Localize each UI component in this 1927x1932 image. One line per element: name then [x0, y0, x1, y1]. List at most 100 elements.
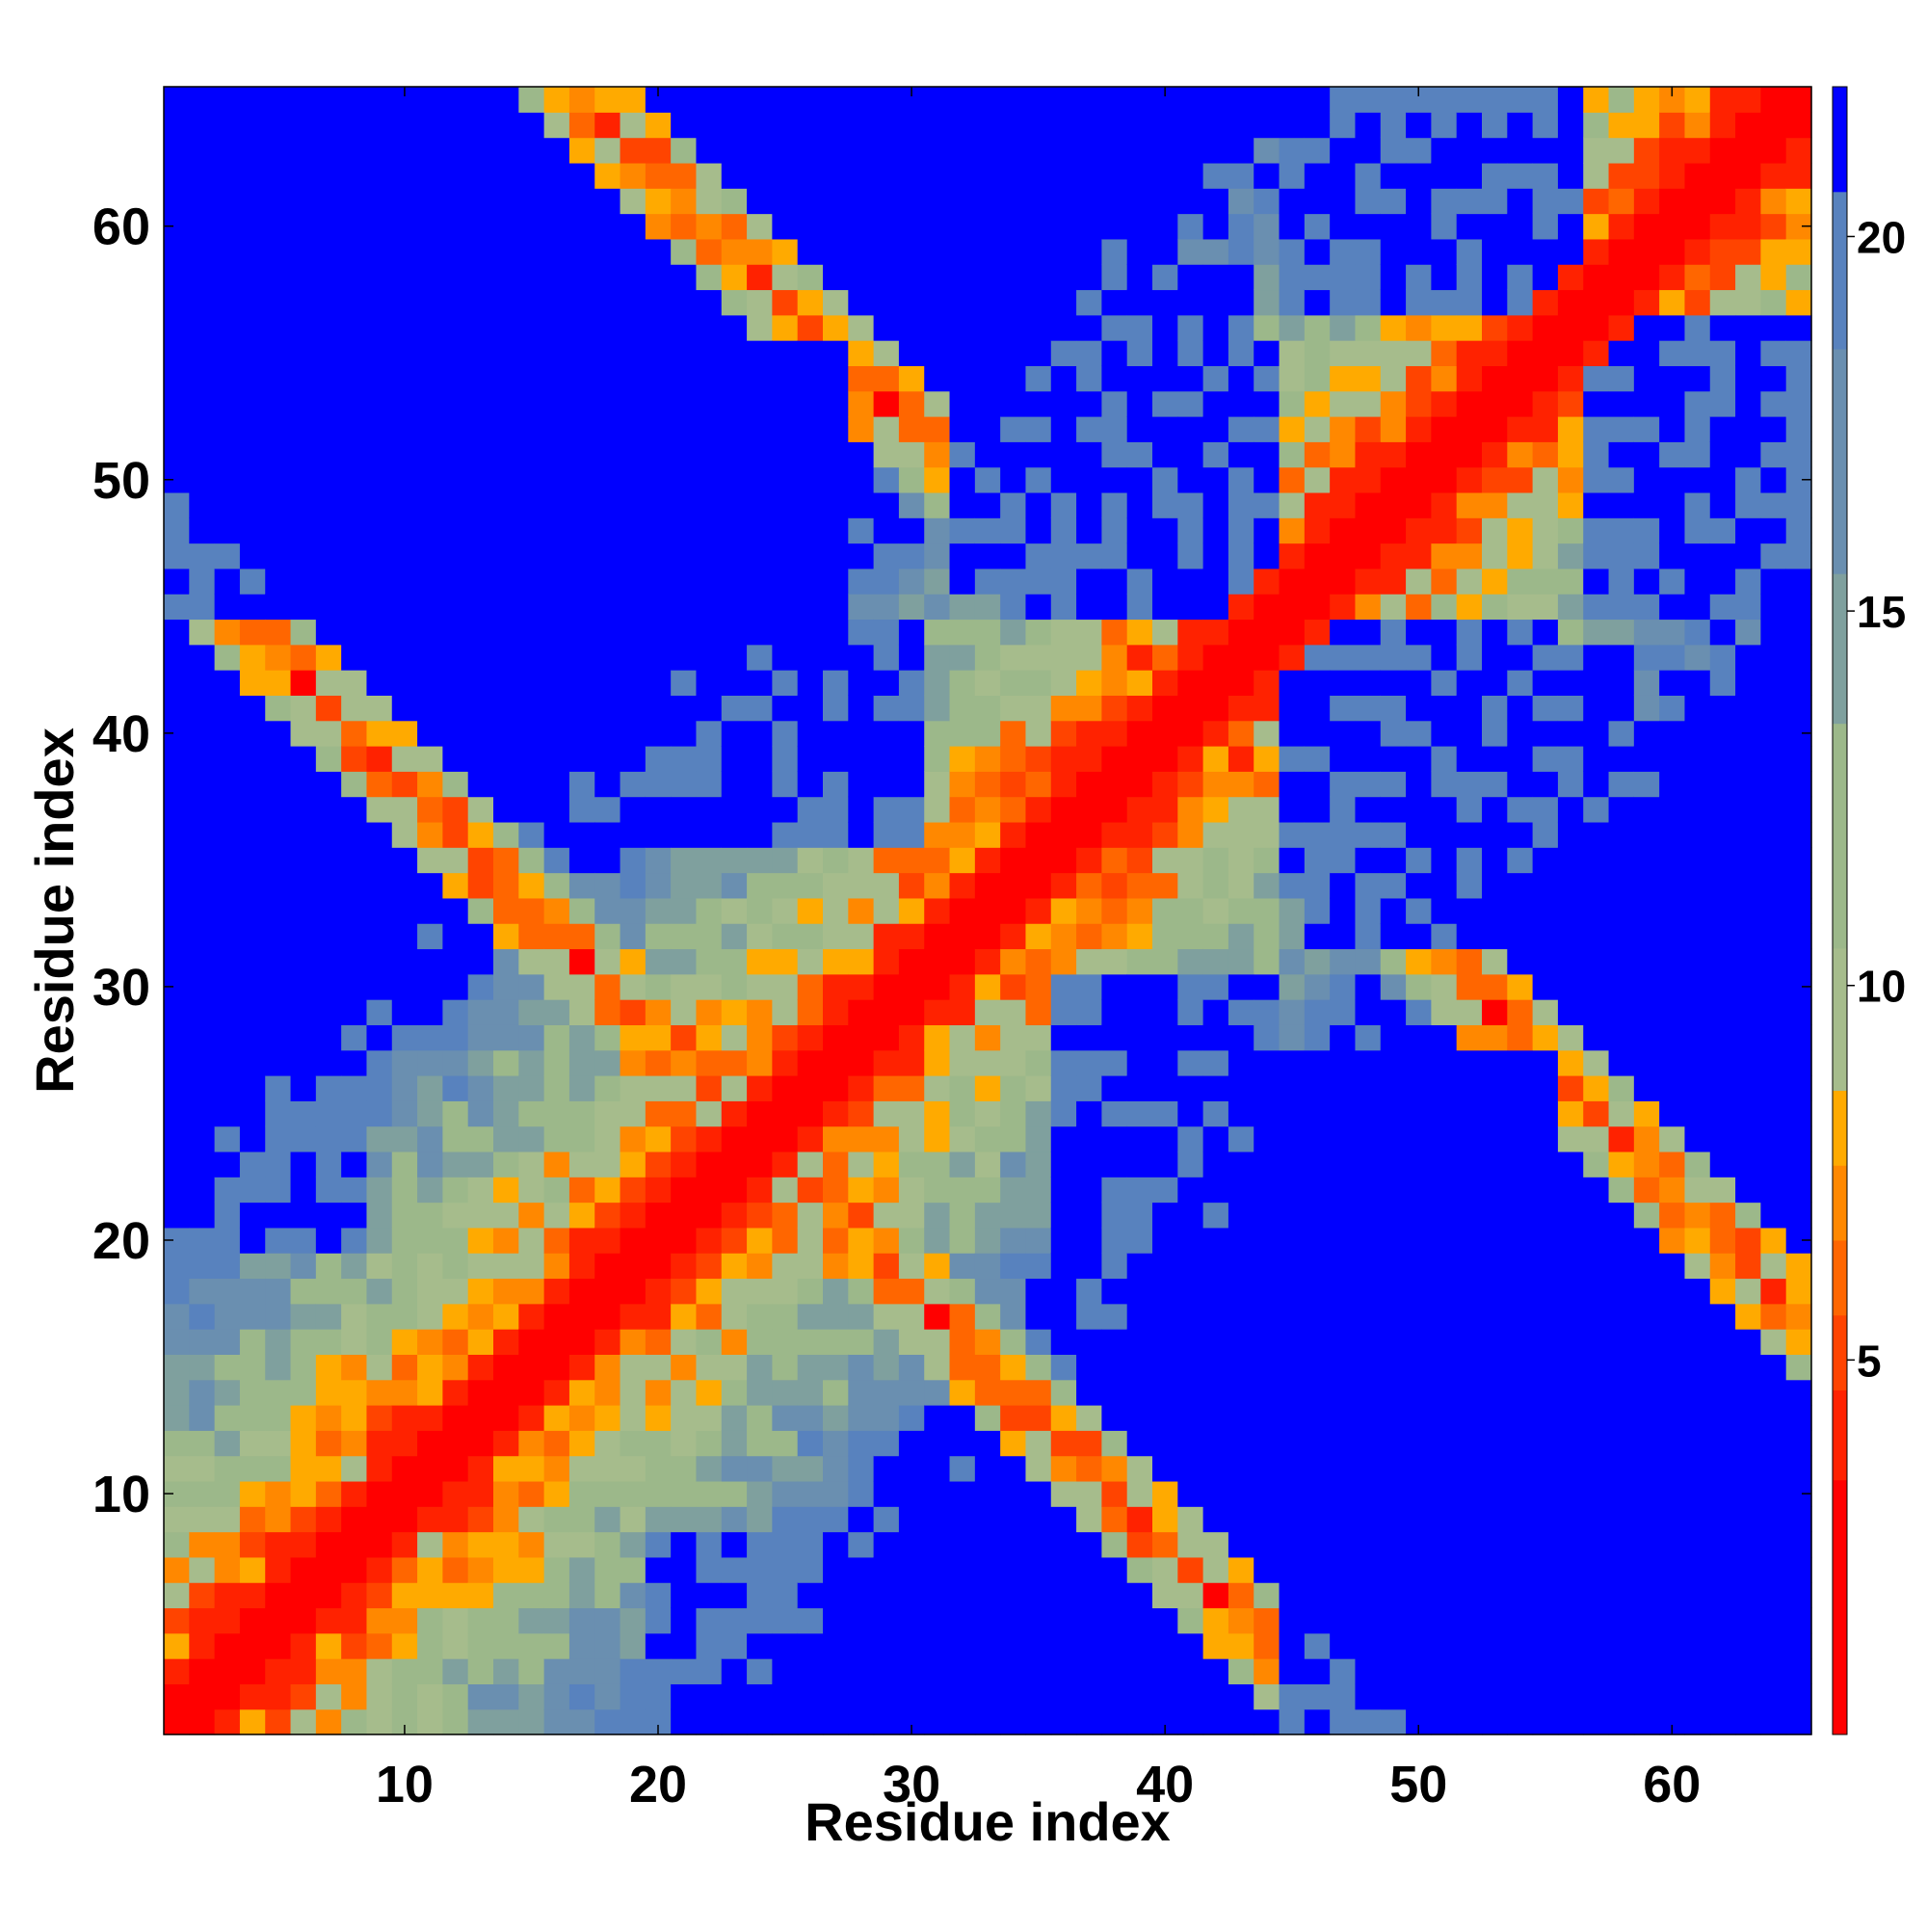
- heatmap-cell: [594, 1607, 621, 1634]
- heatmap-cell: [1254, 872, 1280, 899]
- heatmap-cell: [1583, 365, 1610, 392]
- heatmap-cell: [772, 1658, 799, 1684]
- heatmap-cell: [366, 188, 393, 215]
- heatmap-cell: [315, 87, 342, 113]
- heatmap-cell: [1380, 1632, 1407, 1659]
- heatmap-cell: [898, 746, 925, 772]
- heatmap-cell: [1101, 491, 1128, 518]
- heatmap-cell: [1760, 365, 1787, 392]
- heatmap-cell: [696, 1075, 723, 1101]
- heatmap-cell: [1532, 1253, 1559, 1280]
- heatmap-cell: [315, 314, 342, 341]
- heatmap-cell: [1431, 1049, 1458, 1076]
- heatmap-cell: [1557, 416, 1584, 442]
- heatmap-cell: [1050, 821, 1077, 848]
- heatmap-cell: [1709, 872, 1736, 899]
- heatmap-cell: [417, 872, 443, 899]
- heatmap-cell: [1760, 1253, 1787, 1280]
- heatmap-cell: [898, 847, 925, 874]
- heatmap-cell: [873, 213, 900, 240]
- heatmap-cell: [1507, 1202, 1534, 1229]
- heatmap-cell: [772, 466, 799, 493]
- heatmap-cell: [1076, 847, 1102, 874]
- heatmap-cell: [543, 1506, 570, 1533]
- heatmap-cell: [949, 1303, 976, 1330]
- heatmap-cell: [1025, 1354, 1052, 1381]
- heatmap-cell: [1659, 1582, 1686, 1609]
- heatmap-cell: [493, 695, 519, 722]
- heatmap-cell: [1557, 1658, 1584, 1684]
- heatmap-cell: [645, 1024, 672, 1051]
- heatmap-cell: [518, 1278, 545, 1305]
- heatmap-cell: [797, 999, 824, 1025]
- heatmap-cell: [1330, 999, 1357, 1025]
- heatmap-cell: [645, 1075, 672, 1101]
- heatmap-cell: [391, 923, 418, 950]
- heatmap-cell: [747, 213, 773, 240]
- heatmap-cell: [1456, 1303, 1483, 1330]
- heatmap-cell: [239, 1125, 266, 1152]
- heatmap-cell: [1330, 543, 1357, 569]
- heatmap-cell: [1330, 897, 1357, 924]
- heatmap-cell: [518, 441, 545, 468]
- heatmap-cell: [1227, 238, 1254, 265]
- heatmap-cell: [1025, 188, 1052, 215]
- heatmap-cell: [341, 1379, 368, 1406]
- heatmap-cell: [696, 619, 723, 646]
- heatmap-cell: [493, 1100, 519, 1127]
- heatmap-cell: [290, 695, 317, 722]
- heatmap-cell: [848, 1683, 875, 1710]
- heatmap-cell: [467, 264, 494, 291]
- heatmap-cell: [1633, 1480, 1660, 1507]
- colorbar-segment: [1833, 191, 1847, 350]
- heatmap-cell: [568, 517, 595, 544]
- heatmap-cell: [467, 1278, 494, 1305]
- heatmap-cell: [1633, 619, 1660, 646]
- heatmap-cell: [823, 1227, 849, 1254]
- heatmap-cell: [1355, 543, 1382, 569]
- heatmap-cell: [1279, 1455, 1306, 1482]
- heatmap-cell: [671, 1430, 698, 1457]
- heatmap-cell: [1126, 1227, 1153, 1254]
- heatmap-cell: [239, 1582, 266, 1609]
- heatmap-cell: [1304, 238, 1331, 265]
- heatmap-cell: [1050, 264, 1077, 291]
- heatmap-cell: [239, 821, 266, 848]
- heatmap-cell: [1202, 1075, 1229, 1101]
- heatmap-cell: [341, 1632, 368, 1659]
- heatmap-cell: [772, 872, 799, 899]
- heatmap-cell: [620, 695, 647, 722]
- heatmap-cell: [1557, 1632, 1584, 1659]
- heatmap-cell: [949, 1556, 976, 1583]
- heatmap-cell: [214, 1177, 241, 1204]
- heatmap-cell: [341, 1177, 368, 1204]
- heatmap-cell: [1304, 847, 1331, 874]
- heatmap-cell: [1709, 1405, 1736, 1431]
- heatmap-cell: [1279, 1177, 1306, 1204]
- heatmap-cell: [797, 568, 824, 595]
- heatmap-cell: [823, 289, 849, 316]
- heatmap-cell: [1709, 1278, 1736, 1305]
- heatmap-cell: [747, 491, 773, 518]
- heatmap-cell: [1406, 112, 1432, 139]
- heatmap-cell: [315, 771, 342, 798]
- heatmap-cell: [467, 1227, 494, 1254]
- heatmap-cell: [518, 720, 545, 747]
- heatmap-cell: [696, 1278, 723, 1305]
- heatmap-cell: [1254, 1708, 1280, 1735]
- heatmap-cell: [442, 1278, 469, 1305]
- heatmap-cell: [1050, 137, 1077, 164]
- heatmap-cell: [721, 872, 748, 899]
- heatmap-cell: [1126, 87, 1153, 113]
- heatmap-cell: [391, 948, 418, 975]
- heatmap-cell: [873, 112, 900, 139]
- heatmap-cell: [747, 897, 773, 924]
- heatmap-cell: [1000, 491, 1027, 518]
- heatmap-cell: [1025, 771, 1052, 798]
- heatmap-cell: [1355, 340, 1382, 366]
- heatmap-cell: [1633, 1607, 1660, 1634]
- heatmap-cell: [1532, 1379, 1559, 1406]
- heatmap-cell: [898, 289, 925, 316]
- heatmap-cell: [1126, 695, 1153, 722]
- heatmap-cell: [1076, 594, 1102, 621]
